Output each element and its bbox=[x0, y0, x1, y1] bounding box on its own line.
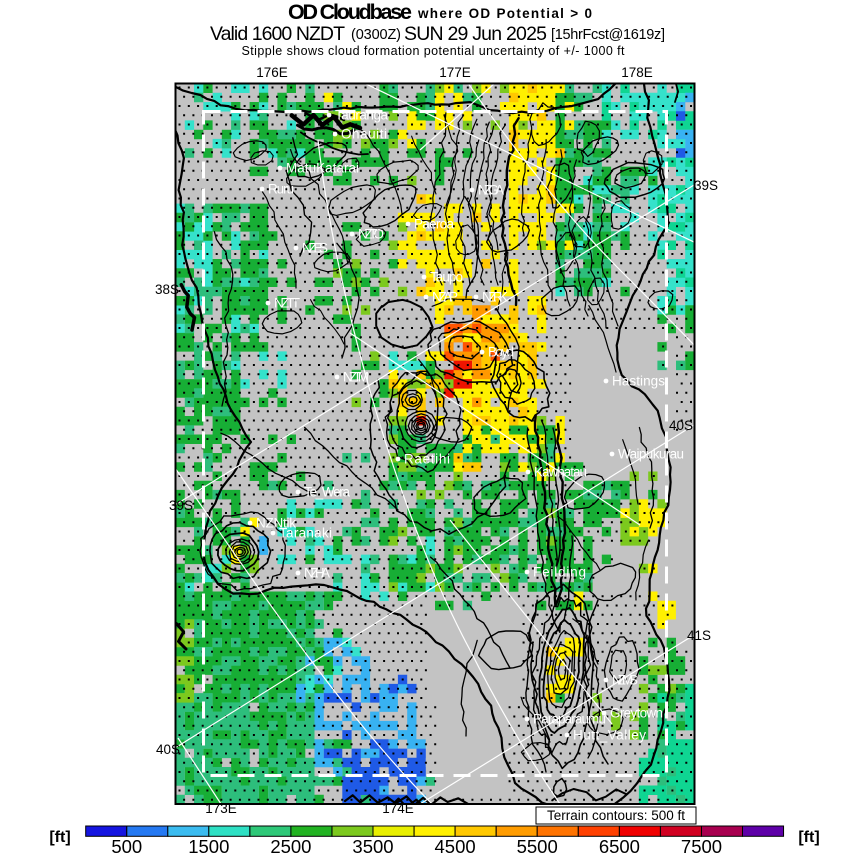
svg-text:Raetihi: Raetihi bbox=[404, 452, 450, 467]
svg-text:39S: 39S bbox=[169, 498, 193, 513]
svg-text:NZNtik: NZNtik bbox=[256, 516, 296, 531]
svg-text:NZHA: NZHA bbox=[304, 566, 330, 581]
svg-text:OD Cloudbase: OD Cloudbase bbox=[288, 0, 412, 24]
svg-text:40S: 40S bbox=[156, 742, 180, 757]
svg-text:Hastings: Hastings bbox=[612, 374, 665, 389]
svg-text:where OD Potential > 0: where OD Potential > 0 bbox=[417, 6, 592, 21]
svg-text:NZTT: NZTT bbox=[274, 296, 300, 311]
svg-text:176E: 176E bbox=[256, 65, 288, 80]
svg-text:Hutt_Valley: Hutt_Valley bbox=[573, 728, 646, 743]
svg-text:NZTO: NZTO bbox=[358, 227, 384, 242]
svg-text:(0300Z): (0300Z) bbox=[351, 27, 401, 43]
svg-text:NZGA: NZGA bbox=[478, 183, 504, 198]
svg-text:[ft]: [ft] bbox=[49, 829, 70, 846]
svg-text:4500: 4500 bbox=[435, 836, 476, 857]
svg-text:174E: 174E bbox=[382, 801, 414, 816]
svg-text:Tauranga: Tauranga bbox=[335, 108, 388, 123]
svg-text:MatuKatarai: MatuKatarai bbox=[286, 161, 359, 176]
svg-text:41S: 41S bbox=[687, 628, 711, 643]
svg-text:Kawhatau: Kawhatau bbox=[534, 465, 587, 480]
svg-text:3500: 3500 bbox=[352, 836, 393, 857]
svg-text:1500: 1500 bbox=[188, 836, 229, 857]
svg-text:NZES: NZES bbox=[302, 241, 328, 256]
svg-text:Taranaki: Taranaki bbox=[279, 526, 332, 541]
svg-text:NZMS: NZMS bbox=[612, 673, 638, 688]
svg-text:7500: 7500 bbox=[681, 836, 722, 857]
svg-text:Feilding: Feilding bbox=[533, 565, 586, 580]
svg-text:Ruru: Ruru bbox=[268, 182, 294, 197]
svg-text:500: 500 bbox=[111, 836, 142, 857]
svg-text:5500: 5500 bbox=[517, 836, 558, 857]
svg-text:38S: 38S bbox=[155, 282, 179, 297]
svg-text:Paeroa: Paeroa bbox=[414, 217, 454, 232]
svg-text:173E: 173E bbox=[205, 801, 237, 816]
svg-text:[ft]: [ft] bbox=[798, 829, 819, 846]
svg-text:Terrain contours: 500 ft: Terrain contours: 500 ft bbox=[547, 808, 685, 823]
svg-text:Valid 1600 NZDT: Valid 1600 NZDT bbox=[210, 23, 345, 45]
svg-text:40S: 40S bbox=[669, 418, 693, 433]
svg-text:Taupo: Taupo bbox=[430, 270, 463, 285]
svg-text:Paraparaumu: Paraparaumu bbox=[533, 712, 606, 727]
svg-text:178E: 178E bbox=[621, 65, 653, 80]
svg-text:Waipukurau: Waipukurau bbox=[618, 447, 684, 462]
svg-text:6500: 6500 bbox=[599, 836, 640, 857]
svg-text:[15hrFcst@1619z]: [15hrFcst@1619z] bbox=[551, 27, 665, 43]
svg-text:NZTM: NZTM bbox=[343, 370, 369, 385]
svg-text:Te_Wera: Te_Wera bbox=[304, 485, 350, 500]
svg-text:Ohauiti: Ohauiti bbox=[341, 127, 387, 142]
svg-text:Stipple shows cloud formation: Stipple shows cloud formation potential … bbox=[242, 44, 626, 58]
svg-text:Boyd: Boyd bbox=[488, 345, 514, 360]
svg-text:39S: 39S bbox=[694, 178, 718, 193]
svg-text:2500: 2500 bbox=[270, 836, 311, 857]
svg-text:NZAP: NZAP bbox=[432, 290, 458, 305]
svg-text:Greytown: Greytown bbox=[610, 706, 663, 721]
svg-text:SUN 29 Jun 2025: SUN 29 Jun 2025 bbox=[404, 23, 547, 45]
svg-text:NZRK: NZRK bbox=[482, 290, 508, 305]
svg-text:177E: 177E bbox=[439, 65, 471, 80]
